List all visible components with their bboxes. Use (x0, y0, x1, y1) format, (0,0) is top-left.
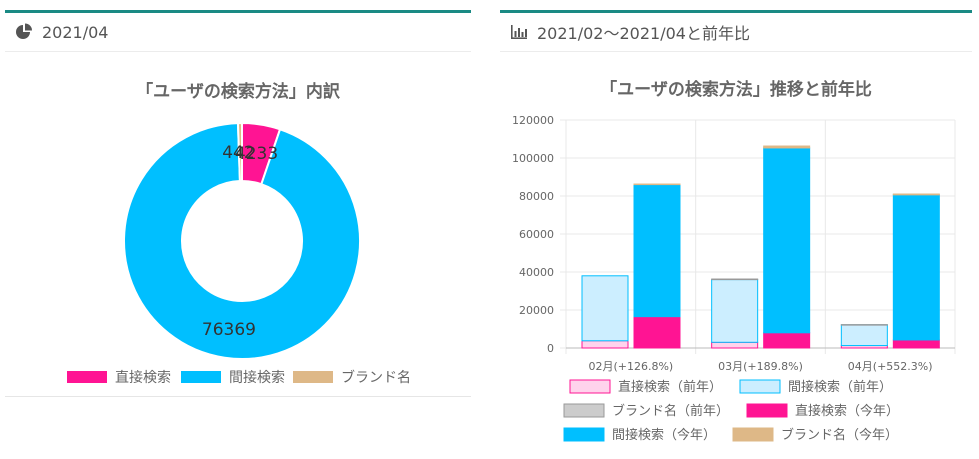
left-panel-header: 2021/04 (5, 13, 471, 52)
bar-segment (892, 339, 940, 349)
legend-item[interactable]: ブランド名 (293, 369, 411, 386)
legend-label: ブランド名（前年） (612, 403, 729, 419)
legend-swatch (569, 379, 611, 394)
legend-label: ブランド名（今年） (781, 427, 898, 443)
legend-item[interactable]: 間接検索（今年） (563, 427, 716, 443)
legend-item[interactable]: 直接検索（前年） (569, 379, 722, 395)
legend-item[interactable]: ブランド名（前年） (563, 403, 729, 419)
bar-chart-icon (511, 25, 527, 39)
pie-slice (123, 122, 361, 360)
pie-chart: 「ユーザの検索方法」内訳 4233 76369 442 直接検索 間接検索 ブランド名 (67, 81, 411, 386)
pie-slice (236, 121, 243, 183)
left-panel: 2021/04 「ユーザの検索方法」内訳 4233 76369 442 直接検索 間接… (5, 10, 471, 397)
bar-segment (633, 184, 681, 318)
right-panel-title: 2021/02〜2021/04と前年比 (537, 24, 750, 43)
y-tick-label: 20000 (519, 304, 554, 317)
pie-data-label: 4233 (235, 144, 278, 164)
right-panel-header: 2021/02〜2021/04と前年比 (500, 13, 972, 52)
legend-item[interactable]: 直接検索 (67, 369, 171, 386)
y-tick-label: 60000 (519, 228, 554, 241)
legend-item[interactable]: 間接検索 (181, 369, 285, 386)
legend-label: 間接検索 (229, 369, 285, 386)
legend-swatch (563, 403, 605, 418)
legend-label: 間接検索（前年） (788, 379, 892, 395)
pie-data-label: 442 (222, 143, 254, 163)
bar-segment (840, 324, 888, 347)
legend-label: 間接検索（今年） (612, 427, 716, 443)
x-tick-label: 04月(+552.3%) (848, 360, 933, 373)
legend-item[interactable]: ブランド名（今年） (732, 427, 898, 443)
legend-item[interactable]: 直接検索（今年） (746, 403, 899, 419)
bar-segment (633, 183, 681, 186)
y-tick-label: 40000 (519, 266, 554, 279)
y-tick-label: 100000 (512, 152, 554, 165)
pie-data-label: 76369 (202, 320, 256, 340)
bar-segment (840, 324, 888, 326)
legend-swatch (67, 371, 107, 383)
left-panel-title: 2021/04 (42, 22, 109, 42)
legend-swatch (563, 427, 605, 442)
legend-swatch (746, 403, 788, 418)
bar-chart: 「ユーザの検索方法」推移と前年比 0 20000 40000 60000 80000 10… (512, 79, 956, 443)
bar-segment (763, 332, 811, 349)
chart-title: 「ユーザの検索方法」推移と前年比 (600, 79, 872, 100)
x-tick-label: 03月(+189.8%) (718, 360, 803, 373)
legend-swatch (732, 427, 774, 442)
y-tick-label: 120000 (512, 114, 554, 127)
legend-swatch (181, 371, 221, 383)
legend-label: ブランド名 (341, 369, 411, 386)
bar-segment (633, 316, 681, 349)
y-tick-label: 0 (547, 342, 554, 355)
bar-segment (581, 275, 629, 342)
legend-item[interactable]: 間接検索（前年） (739, 379, 892, 395)
bar-segment (763, 147, 811, 334)
bar-segment (581, 340, 629, 349)
legend-label: 直接検索 (115, 369, 171, 386)
legend-swatch (739, 379, 781, 394)
chart-title: 「ユーザの検索方法」内訳 (136, 81, 341, 102)
bar-segment (711, 279, 759, 343)
bar-segment (711, 278, 759, 281)
pie-chart-icon (16, 23, 32, 39)
x-tick-label: 02月(+126.8%) (588, 360, 673, 373)
bar-segment (763, 145, 811, 149)
legend-swatch (293, 371, 333, 383)
bar-segment (711, 341, 759, 349)
legend-label: 直接検索（今年） (795, 403, 899, 419)
legend-label: 直接検索（前年） (618, 379, 722, 395)
bar-segment (892, 193, 940, 196)
bar-segment (892, 194, 940, 341)
right-panel: 2021/02〜2021/04と前年比 「ユーザの検索方法」推移と前年比 0 20… (500, 10, 972, 459)
y-tick-label: 80000 (519, 190, 554, 203)
